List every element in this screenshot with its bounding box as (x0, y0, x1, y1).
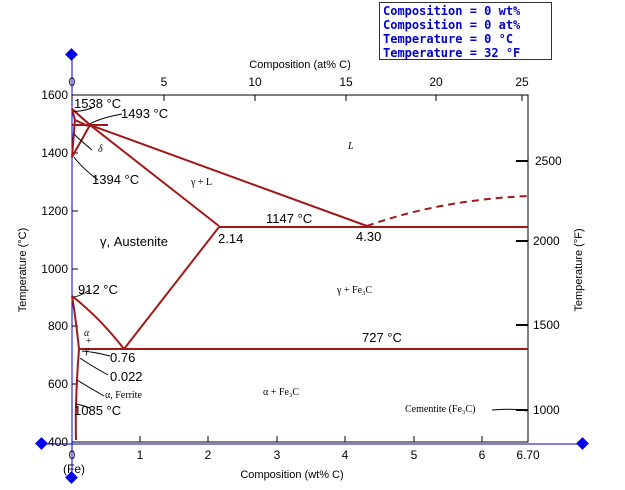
bottom-tick-label: 1 (137, 448, 144, 462)
temp-label-1538: 1538 °C (74, 96, 121, 111)
left-axis-title: Temperature (°C) (17, 228, 29, 312)
top-tick-label: 0 (69, 75, 76, 89)
arrow-delta (73, 133, 93, 151)
left-tick-label: 400 (48, 435, 68, 449)
temp-label-727: 727 °C (362, 330, 402, 345)
left-tick-label: 800 (48, 319, 68, 333)
top-axis: 0 5 10 15 20 25 Composition (at% C) (69, 59, 529, 101)
bottom-tick-label: 6.70 (516, 448, 540, 462)
right-tick-label: 1500 (533, 318, 560, 332)
left-tick-label: 1200 (41, 204, 68, 218)
top-tick-label: 5 (161, 75, 168, 89)
left-tick-label: 600 (48, 377, 68, 391)
top-tick-label: 10 (248, 75, 262, 89)
arrow-ferrite (76, 379, 105, 397)
ferrite-label: α, Ferrite (105, 390, 142, 401)
right-tick-label: 1000 (533, 403, 560, 417)
left-tick-label: 1000 (41, 262, 68, 276)
temp-label-912: 912 °C (78, 282, 118, 297)
comp-label-2-14: 2.14 (218, 231, 243, 246)
liquid-phase-label: L (347, 141, 354, 152)
bottom-tick-label: 0 (69, 448, 76, 462)
bottom-axis: 0 1 2 3 4 5 6 6.70 (Fe) Composition (wt%… (63, 436, 540, 481)
temp-label-1493: 1493 °C (121, 106, 168, 121)
comp-label-0-76: 0.76 (110, 350, 135, 365)
left-tick-label: 1400 (41, 146, 68, 160)
bottom-tick-label: 3 (274, 448, 281, 462)
gamma-liquid-label: γ + L (190, 177, 212, 188)
right-axis-title: Temperature (°F) (573, 228, 585, 311)
composition-wt-readout: Composition = 0 wt% (383, 4, 521, 18)
alpha-cementite-label: α + Fe₃C (263, 387, 299, 398)
acm-line (123, 226, 220, 350)
gamma-cementite-label: γ + Fe₃C (336, 285, 373, 296)
phase-labels: δ L γ + L γ, Austenite γ + Fe₃C α, Ferri… (84, 141, 475, 415)
pointer-arrows (73, 107, 528, 412)
arrow-076 (81, 350, 111, 357)
alpha-gamma-gamma-label: γ (85, 345, 90, 356)
temperature-f-readout: Temperature = 32 °F (383, 46, 521, 60)
temperature-c-readout: Temperature = 0 °C (383, 32, 514, 46)
solvus-line (74, 348, 80, 441)
bottom-axis-title: Composition (wt% C) (240, 469, 343, 481)
right-tick-label: 2000 (533, 234, 560, 248)
right-axis: 1000 1500 2000 2500 Temperature (°F) (516, 154, 585, 417)
bottom-axis-sublabel: (Fe) (63, 462, 85, 476)
bottom-tick-label: 5 (411, 448, 418, 462)
bottom-tick-label: 2 (205, 448, 212, 462)
alpha-gamma-line (71, 295, 80, 350)
right-handle[interactable] (576, 437, 589, 450)
temp-label-1394: 1394 °C (92, 172, 139, 187)
annotation-labels: 1538 °C 1493 °C 1394 °C 1147 °C 912 °C 7… (74, 96, 402, 418)
top-handle[interactable] (65, 48, 78, 61)
comp-label-0-022: 0.022 (110, 369, 143, 384)
left-handle[interactable] (35, 437, 48, 450)
delta-phase-label: δ (98, 144, 103, 155)
liquidus-start (71, 108, 91, 126)
liquidus-line (89, 124, 368, 227)
top-tick-label: 25 (515, 75, 529, 89)
left-axis: 400 600 800 1000 1200 1400 1600 Temperat… (17, 88, 78, 449)
bottom-tick-label: 4 (342, 448, 349, 462)
composition-at-readout: Composition = 0 at% (383, 18, 521, 32)
top-tick-label: 15 (339, 75, 353, 89)
arrow-1538 (73, 107, 93, 112)
top-axis-title: Composition (at% C) (249, 59, 350, 71)
left-tick-label: 1600 (41, 88, 68, 102)
metastable-liquidus-dashed (366, 195, 529, 227)
temp-label-1147: 1147 °C (266, 211, 312, 226)
cementite-label: Cementite (Fe₃C) (405, 404, 475, 415)
alpha-gamma-alpha-label: α (84, 328, 90, 339)
arrow-1085 (75, 403, 91, 409)
composition-temperature-readout: Composition = 0 wt% Composition = 0 at% … (379, 2, 552, 60)
arrow-1493 (89, 113, 123, 125)
top-tick-label: 20 (429, 75, 443, 89)
austenite-label: γ, Austenite (100, 234, 168, 249)
bottom-tick-label: 6 (479, 448, 486, 462)
bottom-handle[interactable] (65, 471, 78, 484)
arrow-912 (73, 289, 91, 298)
solidus-line (89, 124, 220, 227)
drag-handles[interactable] (35, 48, 589, 484)
arrow-0022 (79, 357, 109, 376)
right-tick-label: 2500 (535, 154, 562, 168)
arrow-cementite (491, 408, 528, 412)
arrow-1394 (73, 156, 99, 181)
comp-label-4-30: 4.30 (356, 229, 381, 244)
alpha-gamma-plus-label: + (86, 336, 92, 347)
a3-line (71, 295, 125, 350)
